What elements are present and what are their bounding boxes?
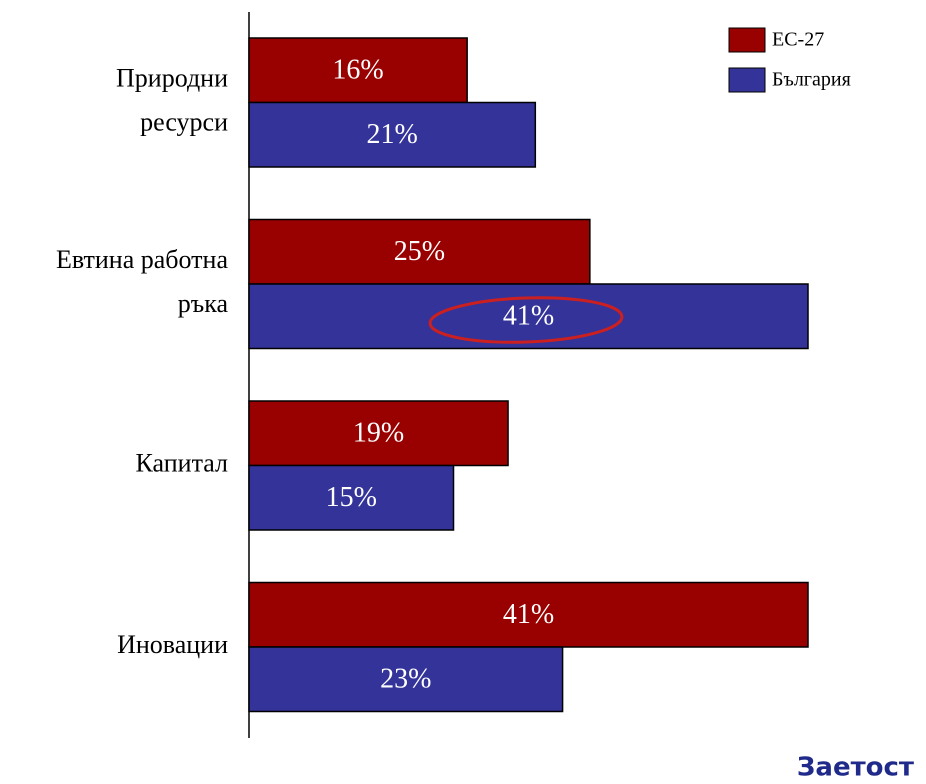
value-label: 23% (380, 664, 431, 695)
bar (248, 283, 809, 350)
value-label: 25% (394, 236, 445, 267)
category-label: Природни ресурси (116, 63, 228, 136)
bar (248, 464, 455, 531)
value-label: 15% (326, 482, 377, 513)
bar (248, 101, 537, 168)
legend-label: ЕС-27 (772, 29, 824, 51)
category-label: Евтина работна ръка (56, 245, 228, 318)
bar (248, 400, 509, 467)
legend-swatch (728, 27, 766, 53)
bar (248, 581, 809, 648)
legend-swatch (728, 67, 766, 93)
value-label: 19% (353, 418, 404, 449)
bar (248, 646, 564, 713)
highlight-ellipse (428, 296, 624, 344)
value-label: 41% (503, 599, 554, 630)
legend-label: България (772, 69, 851, 91)
category-label: Иновации (117, 630, 228, 659)
value-label: 21% (366, 119, 417, 150)
category-label: Капитал (136, 448, 228, 477)
annotation: Заетост (797, 753, 914, 783)
value-label: 16% (332, 55, 383, 86)
value-label: 41% (503, 301, 554, 332)
